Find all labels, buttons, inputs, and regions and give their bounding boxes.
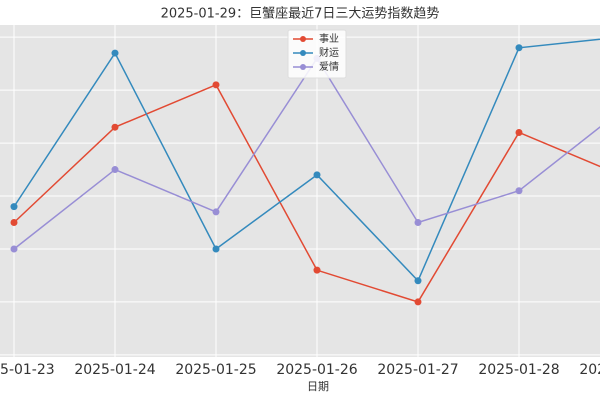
chart-title: 2025-01-29：巨蟹座最近7日三大运势指数趋势 [161, 6, 440, 22]
legend-marker [300, 50, 306, 56]
x-tick-label: 2025-01-29 [579, 362, 600, 378]
point [313, 266, 321, 274]
x-tick-label: 2025-01-24 [74, 362, 155, 378]
point [414, 277, 422, 285]
legend-marker [300, 36, 306, 42]
point [111, 123, 119, 131]
point [515, 128, 523, 136]
legend-label: 爱情 [319, 60, 339, 73]
x-tick-label: 2025-01-27 [377, 362, 458, 378]
point [10, 219, 18, 227]
point [212, 208, 220, 216]
legend-label: 事业 [319, 32, 339, 45]
point [414, 298, 422, 306]
point [515, 187, 523, 195]
point [10, 203, 18, 211]
x-tick-label: 2025-01-28 [478, 362, 559, 378]
legend-marker [300, 64, 306, 70]
point [111, 166, 119, 174]
legend-label: 财运 [319, 46, 339, 59]
point [515, 44, 523, 52]
point [414, 219, 422, 227]
point [212, 81, 220, 89]
point [212, 245, 220, 253]
point [111, 49, 119, 57]
point [313, 171, 321, 179]
x-tick-label: 2025-01-26 [276, 362, 357, 378]
x-axis-label: 日期 [307, 380, 329, 393]
point [10, 245, 18, 253]
x-tick-label: 2025-01-25 [175, 362, 256, 378]
x-tick-label: 2025-01-23 [0, 362, 55, 378]
